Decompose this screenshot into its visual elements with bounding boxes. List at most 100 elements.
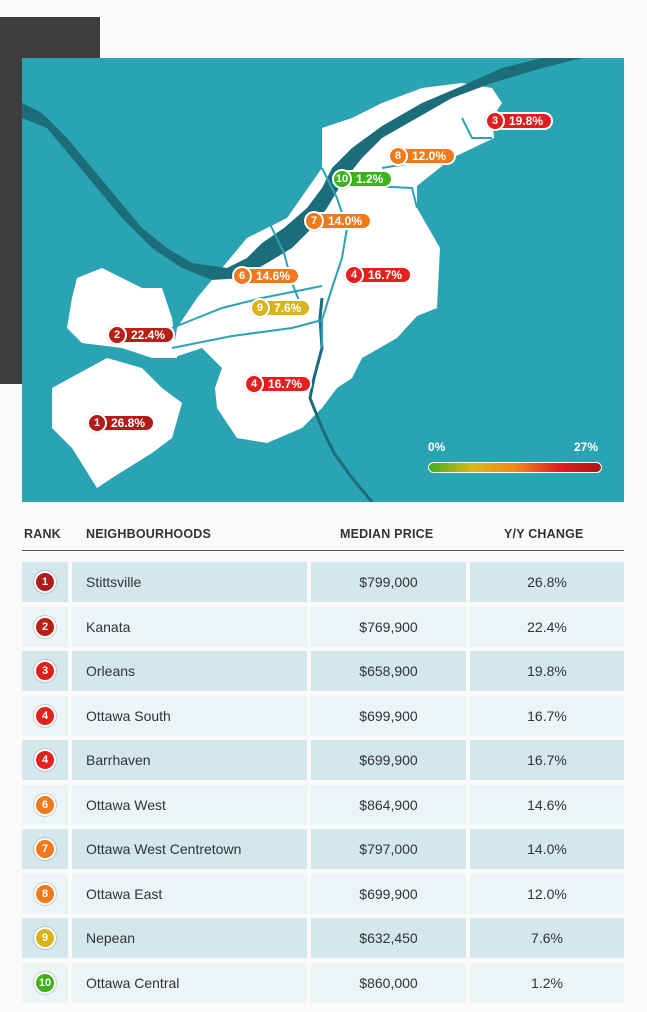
rank-cell: 1 [22, 562, 68, 602]
neighbourhood-name: Ottawa West Centretown [72, 829, 307, 869]
map-label-change: 12.0% [401, 147, 457, 165]
map-label-4: 4 16.7% [244, 374, 313, 394]
rank-badge: 4 [34, 704, 56, 727]
neighbourhood-map: 1 26.8% 2 22.4% 3 19.8% 4 16.7% 4 16.7% 6 14.6% 7 14.… [22, 58, 624, 502]
header-median-price: MEDIAN PRICE [340, 527, 434, 541]
map-label-1: 1 26.8% [87, 413, 156, 433]
map-label-change: 19.8% [498, 112, 554, 130]
yy-change: 19.8% [470, 651, 624, 691]
median-price: $658,900 [311, 651, 466, 691]
neighbourhood-name: Stittsville [72, 562, 307, 602]
map-label-rank: 3 [485, 111, 505, 131]
rank-badge: 9 [34, 927, 56, 949]
rank-cell: 9 [22, 918, 68, 958]
map-label-6: 6 14.6% [232, 266, 301, 286]
neighbourhood-name: Ottawa Central [72, 962, 307, 1003]
table-row: 6 Ottawa West $864,900 14.6% [22, 784, 624, 825]
map-label-5: 4 16.7% [344, 265, 413, 285]
neighbourhood-name: Ottawa South [72, 695, 307, 736]
rank-cell: 2 [22, 606, 68, 647]
neighbourhood-name: Kanata [72, 606, 307, 647]
rank-cell: 3 [22, 651, 68, 691]
neighbourhood-name: Barrhaven [72, 740, 307, 780]
legend-max-label: 27% [574, 440, 599, 454]
neighbourhood-name: Nepean [72, 918, 307, 958]
map-label-rank: 7 [304, 211, 324, 231]
map-label-10: 10 1.2% [332, 169, 394, 189]
rank-cell: 4 [22, 740, 68, 780]
header-yy-change: Y/Y CHANGE [504, 527, 584, 541]
rank-badge: 2 [34, 615, 56, 638]
map-label-rank: 6 [232, 266, 252, 286]
rank-badge: 10 [34, 971, 56, 994]
yy-change: 26.8% [470, 562, 624, 602]
legend-min-label: 0% [428, 440, 446, 454]
table-row: 4 Barrhaven $699,900 16.7% [22, 740, 624, 780]
median-price: $797,000 [311, 829, 466, 869]
yy-change: 12.0% [470, 873, 624, 914]
map-label-rank: 10 [332, 169, 352, 189]
rank-badge: 1 [34, 571, 56, 593]
rank-cell: 6 [22, 784, 68, 825]
map-label-rank: 4 [344, 265, 364, 285]
table-row: 1 Stittsville $799,000 26.8% [22, 562, 624, 602]
table-header: RANK NEIGHBOURHOODS MEDIAN PRICE Y/Y CHA… [22, 523, 624, 551]
rank-cell: 10 [22, 962, 68, 1003]
median-price: $632,450 [311, 918, 466, 958]
map-label-change: 16.7% [357, 266, 413, 284]
yy-change: 14.0% [470, 829, 624, 869]
map-label-rank: 9 [250, 298, 270, 318]
map-label-change: 14.6% [245, 267, 301, 285]
median-price: $864,900 [311, 784, 466, 825]
rank-badge: 7 [34, 838, 56, 860]
yy-change: 16.7% [470, 695, 624, 736]
header-neighbourhoods: NEIGHBOURHOODS [86, 527, 212, 541]
median-price: $860,000 [311, 962, 466, 1003]
region-ottawa-south-central [172, 83, 502, 443]
table-row: 9 Nepean $632,450 7.6% [22, 918, 624, 958]
map-label-3: 3 19.8% [485, 111, 554, 131]
map-label-8: 8 12.0% [388, 146, 457, 166]
rank-cell: 8 [22, 873, 68, 914]
ottawa-river [22, 58, 582, 280]
yy-change: 7.6% [470, 918, 624, 958]
table-row: 7 Ottawa West Centretown $797,000 14.0% [22, 829, 624, 869]
rank-badge: 8 [34, 882, 56, 905]
rank-badge: 3 [34, 660, 56, 682]
map-label-change: 7.6% [263, 299, 312, 317]
median-price: $699,900 [311, 740, 466, 780]
table-row: 3 Orleans $658,900 19.8% [22, 651, 624, 691]
neighbourhood-name: Ottawa West [72, 784, 307, 825]
map-label-7: 7 14.0% [304, 211, 373, 231]
map-label-change: 16.7% [257, 375, 313, 393]
neighbourhood-name: Ottawa East [72, 873, 307, 914]
rank-cell: 7 [22, 829, 68, 869]
map-label-2: 2 22.4% [107, 325, 176, 345]
rideau-river [308, 297, 374, 502]
median-price: $699,900 [311, 873, 466, 914]
median-price: $769,900 [311, 606, 466, 647]
map-label-9: 9 7.6% [250, 298, 312, 318]
header-rank: RANK [24, 527, 61, 541]
yy-change: 16.7% [470, 740, 624, 780]
neighbourhood-name: Orleans [72, 651, 307, 691]
map-label-change: 14.0% [317, 212, 373, 230]
map-label-change: 26.8% [100, 414, 156, 432]
median-price: $699,900 [311, 695, 466, 736]
yy-change: 1.2% [470, 962, 624, 1003]
map-label-rank: 2 [107, 325, 127, 345]
yy-change: 22.4% [470, 606, 624, 647]
map-label-rank: 1 [87, 413, 107, 433]
map-label-change: 22.4% [120, 326, 176, 344]
table-row: 2 Kanata $769,900 22.4% [22, 606, 624, 647]
map-label-rank: 4 [244, 374, 264, 394]
map-label-rank: 8 [388, 146, 408, 166]
rank-badge: 6 [34, 793, 56, 816]
table-row: 4 Ottawa South $699,900 16.7% [22, 695, 624, 736]
table-row: 8 Ottawa East $699,900 12.0% [22, 873, 624, 914]
legend-gradient-bar [428, 462, 602, 473]
rank-badge: 4 [34, 749, 56, 771]
median-price: $799,000 [311, 562, 466, 602]
rank-cell: 4 [22, 695, 68, 736]
yy-change: 14.6% [470, 784, 624, 825]
